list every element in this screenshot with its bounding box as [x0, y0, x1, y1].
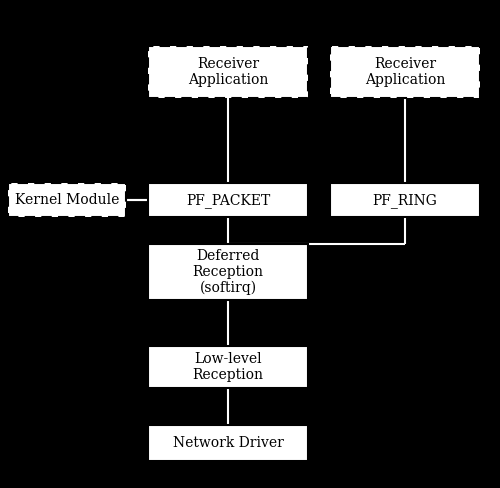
FancyBboxPatch shape [148, 425, 308, 461]
FancyBboxPatch shape [148, 183, 308, 217]
Text: Kernel Module: Kernel Module [15, 193, 119, 207]
FancyBboxPatch shape [148, 46, 308, 98]
Text: Receiver
Application: Receiver Application [365, 57, 446, 87]
Text: PF_PACKET: PF_PACKET [186, 193, 270, 207]
Text: Network Driver: Network Driver [172, 436, 284, 450]
FancyBboxPatch shape [330, 46, 480, 98]
FancyBboxPatch shape [148, 244, 308, 300]
Text: Low-level
Reception: Low-level Reception [192, 352, 264, 382]
Text: Deferred
Reception
(softirq): Deferred Reception (softirq) [192, 248, 264, 296]
FancyBboxPatch shape [330, 183, 480, 217]
FancyBboxPatch shape [148, 346, 308, 388]
Text: PF_RING: PF_RING [372, 193, 438, 207]
Text: Receiver
Application: Receiver Application [188, 57, 268, 87]
FancyBboxPatch shape [8, 183, 126, 217]
